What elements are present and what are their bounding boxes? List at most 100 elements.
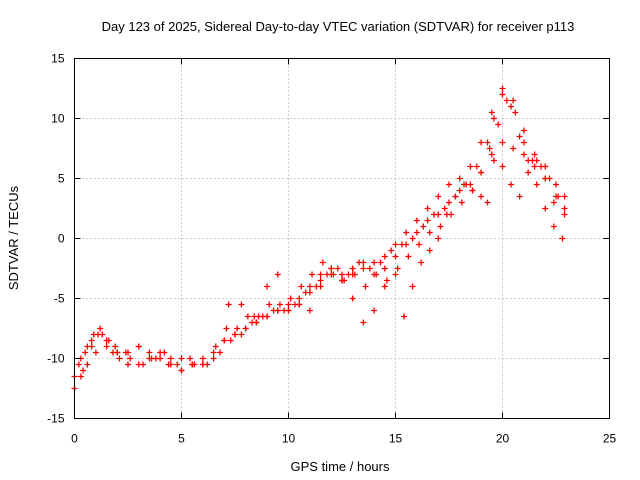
data-point [217,349,224,356]
data-point [251,313,258,320]
data-point [191,361,198,368]
data-point [456,187,463,194]
data-point [306,307,313,314]
data-point [490,157,497,164]
y-tick-label: 0 [58,232,65,246]
data-point [317,277,324,284]
x-tick-label: 15 [389,432,403,446]
series-2 [71,139,568,392]
data-point [441,205,448,212]
data-point [490,115,497,122]
data-point [426,229,433,236]
data-point [319,259,326,266]
x-tick-label: 0 [71,432,78,446]
data-point [270,307,277,314]
data-point [178,367,185,374]
data-point [112,343,119,350]
data-point [139,361,146,368]
data-point [456,175,463,182]
x-tick-label: 10 [282,432,296,446]
data-point [542,175,549,182]
data-point [473,163,480,170]
data-point [426,247,433,254]
data-point [559,235,566,242]
data-point [366,265,373,272]
data-point [413,217,420,224]
data-point [351,271,358,278]
data-point [302,289,309,296]
data-point [452,193,459,200]
data-point [437,223,444,230]
data-point [249,319,256,326]
data-point [424,205,431,212]
data-point [512,109,519,116]
data-point [553,181,559,188]
x-tick-label: 25 [603,432,617,446]
data-point [550,223,557,230]
data-point [266,301,273,308]
data-point [499,85,506,92]
data-point [232,331,238,338]
data-point [394,265,401,272]
data-point [431,211,438,218]
data-point [413,229,420,236]
data-point [212,343,219,350]
data-point [510,97,517,104]
data-point [409,283,416,290]
data-point [533,157,540,164]
y-tick-label: 15 [51,52,65,66]
data-point [520,127,527,134]
data-point [242,325,249,332]
data-point [381,265,388,272]
data-point [82,349,89,356]
data-point [516,193,523,200]
data-point [210,355,217,362]
data-point [238,331,245,338]
y-tick-label: -15 [47,412,65,426]
data-point [360,265,367,272]
data-point [221,337,228,344]
data-point [360,319,367,326]
data-point [392,253,399,260]
data-point [225,301,232,308]
data-point [97,325,104,332]
y-tick-label: 10 [51,112,65,126]
data-point [373,271,380,278]
data-point [538,163,545,170]
data-point [409,235,416,242]
grid-layer [74,58,610,419]
data-point [238,301,245,308]
data-point [503,97,510,104]
data-point [510,145,517,152]
data-point [146,349,153,356]
data-point [418,259,425,266]
data-point [103,343,110,350]
data-point [508,103,515,110]
data-point [542,205,549,212]
data-point [484,199,491,206]
x-tick-label: 20 [496,432,510,446]
data-point [405,253,412,260]
series-4 [80,97,568,374]
data-point [392,241,399,248]
data-point [80,367,87,374]
data-point [287,295,294,302]
data-point [488,109,495,116]
y-axis-label: SDTVAR / TECUs [6,185,21,290]
data-point [274,271,281,278]
data-point [561,211,568,218]
data-point [488,151,495,158]
data-point [264,283,271,290]
data-point [88,343,95,350]
data-point [296,301,303,308]
data-point [435,235,442,242]
data-point [443,211,450,218]
data-point [122,349,129,356]
data-point [84,361,91,368]
data-point [525,169,532,176]
data-point [499,139,506,146]
data-point [187,355,194,362]
data-point [362,283,369,290]
data-point [317,283,324,290]
x-tick-label: 5 [178,432,185,446]
